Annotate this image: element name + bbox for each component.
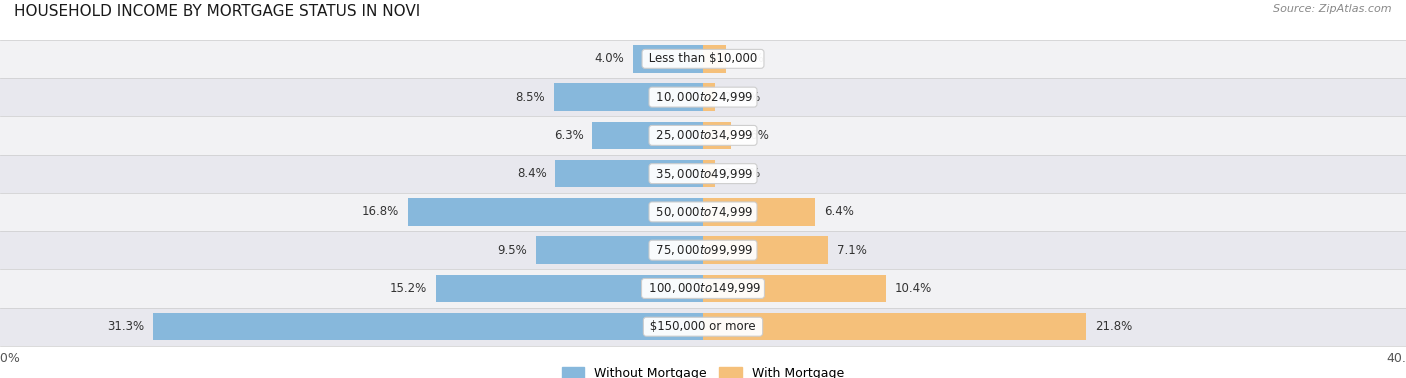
Text: 8.5%: 8.5%: [515, 91, 546, 104]
Bar: [703, 160, 714, 187]
Text: 6.4%: 6.4%: [824, 205, 853, 218]
Bar: [703, 122, 731, 149]
Text: 10.4%: 10.4%: [894, 282, 932, 295]
Legend: Without Mortgage, With Mortgage: Without Mortgage, With Mortgage: [557, 362, 849, 378]
Text: $35,000 to $49,999: $35,000 to $49,999: [652, 167, 754, 181]
Bar: [703, 198, 815, 226]
Text: 4.0%: 4.0%: [595, 52, 624, 65]
Text: 1.3%: 1.3%: [734, 52, 765, 65]
Bar: [0, 308, 1406, 346]
Text: 8.4%: 8.4%: [517, 167, 547, 180]
Text: 6.3%: 6.3%: [554, 129, 583, 142]
Text: 15.2%: 15.2%: [389, 282, 427, 295]
Text: 9.5%: 9.5%: [498, 244, 527, 257]
Text: 0.67%: 0.67%: [724, 91, 761, 104]
Text: $25,000 to $34,999: $25,000 to $34,999: [652, 129, 754, 143]
Bar: [0, 193, 1406, 231]
Text: $75,000 to $99,999: $75,000 to $99,999: [652, 243, 754, 257]
Text: $150,000 or more: $150,000 or more: [647, 320, 759, 333]
Bar: [703, 83, 714, 111]
Bar: [408, 198, 703, 226]
Text: $100,000 to $149,999: $100,000 to $149,999: [644, 282, 762, 296]
Bar: [0, 40, 1406, 78]
Bar: [0, 231, 1406, 269]
Bar: [555, 160, 703, 187]
Text: $10,000 to $24,999: $10,000 to $24,999: [652, 90, 754, 104]
Bar: [633, 45, 703, 73]
Text: 16.8%: 16.8%: [361, 205, 399, 218]
Text: 1.6%: 1.6%: [740, 129, 769, 142]
Bar: [703, 45, 725, 73]
Bar: [703, 275, 886, 302]
Text: $50,000 to $74,999: $50,000 to $74,999: [652, 205, 754, 219]
Text: Source: ZipAtlas.com: Source: ZipAtlas.com: [1274, 4, 1392, 14]
Bar: [703, 236, 828, 264]
Text: 0.67%: 0.67%: [724, 167, 761, 180]
Bar: [536, 236, 703, 264]
Text: HOUSEHOLD INCOME BY MORTGAGE STATUS IN NOVI: HOUSEHOLD INCOME BY MORTGAGE STATUS IN N…: [14, 4, 420, 19]
Text: 7.1%: 7.1%: [837, 244, 866, 257]
Bar: [554, 83, 703, 111]
Bar: [0, 269, 1406, 308]
Text: 31.3%: 31.3%: [107, 320, 145, 333]
Text: Less than $10,000: Less than $10,000: [645, 52, 761, 65]
Bar: [703, 313, 1087, 341]
Bar: [153, 313, 703, 341]
Bar: [592, 122, 703, 149]
Text: 21.8%: 21.8%: [1095, 320, 1132, 333]
Bar: [0, 155, 1406, 193]
Bar: [0, 116, 1406, 155]
Bar: [436, 275, 703, 302]
Bar: [0, 78, 1406, 116]
